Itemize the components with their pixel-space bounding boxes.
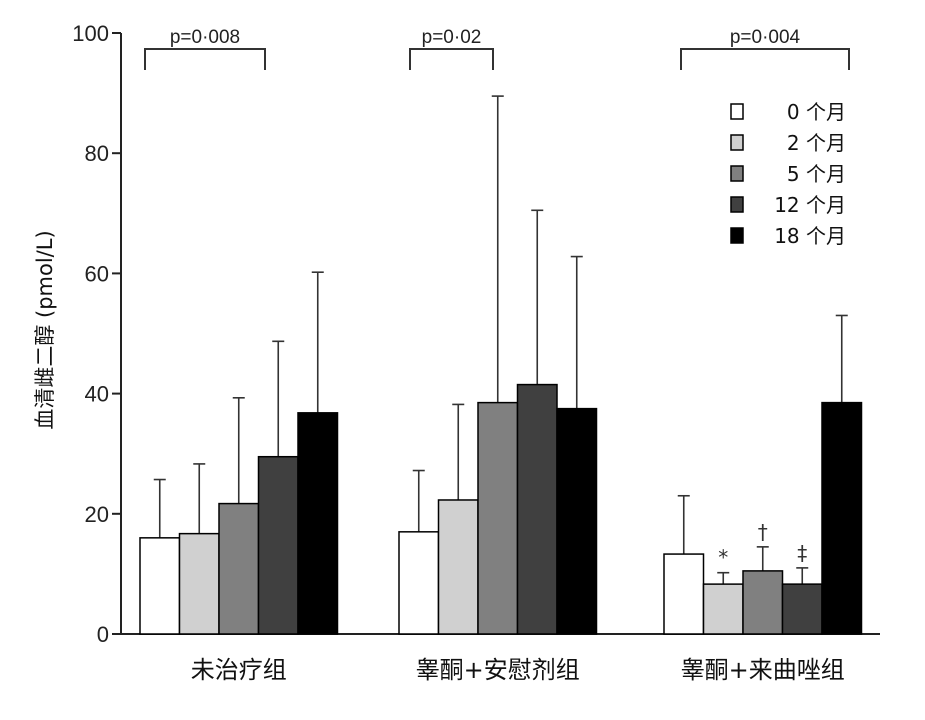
legend-swatch [730, 196, 744, 213]
category-label: 未治疗组 [191, 656, 287, 684]
bar [437, 499, 479, 635]
bar [139, 537, 181, 635]
bar [477, 401, 519, 635]
category-label: 睾酮+来曲唑组 [681, 656, 845, 684]
legend-swatch [730, 227, 744, 244]
legend-swatch [730, 103, 744, 120]
bar [516, 383, 558, 635]
bar [257, 455, 299, 635]
bar [702, 583, 744, 635]
bar [663, 553, 705, 635]
significance-bracket [409, 48, 494, 70]
y-axis-title: 血清雌二醇 (pmol/L) [33, 230, 57, 429]
bars [139, 95, 863, 635]
y-tick-label: 20 [85, 502, 109, 527]
significance-marker: * [718, 546, 728, 570]
significance-marker: ‡ [797, 541, 807, 565]
bar [821, 401, 863, 635]
y-tick-label: 60 [85, 261, 109, 286]
legend-swatch [730, 165, 744, 182]
legend-swatch [730, 134, 744, 151]
legend-label: 18 个月 [774, 224, 846, 248]
p-value-label: p=0·008 [170, 27, 240, 48]
y-tick-label: 80 [85, 141, 109, 166]
y-ticks: 0 20 40 60 80 100 [72, 21, 121, 647]
legend-label: 5 个月 [787, 162, 846, 186]
legend-label: 12 个月 [774, 193, 846, 217]
bar [742, 570, 784, 635]
significance-bracket [144, 48, 266, 70]
legend-label: 0 个月 [787, 100, 846, 124]
y-tick-label: 40 [85, 382, 109, 407]
bar [781, 583, 823, 635]
p-value-label: p=0·02 [422, 27, 482, 48]
bar [178, 532, 220, 635]
significance-markers: * † ‡ [718, 520, 807, 570]
bar [556, 407, 598, 635]
significance-bracket [680, 48, 850, 70]
y-tick-label: 0 [97, 622, 109, 647]
bar [218, 502, 260, 635]
legend-label: 2 个月 [787, 131, 846, 155]
p-value-label: p=0·004 [730, 27, 801, 48]
category-labels: 未治疗组 睾酮+安慰剂组 睾酮+来曲唑组 [191, 656, 845, 684]
category-label: 睾酮+安慰剂组 [416, 656, 580, 684]
y-tick-label: 100 [72, 21, 109, 46]
significance-marker: † [758, 520, 768, 544]
significance-brackets: p=0·008 p=0·02 p=0·004 [144, 27, 850, 70]
legend: 0 个月 2 个月 5 个月 12 个月 18 个月 [730, 100, 846, 248]
bar [398, 531, 440, 635]
bar [297, 412, 339, 635]
